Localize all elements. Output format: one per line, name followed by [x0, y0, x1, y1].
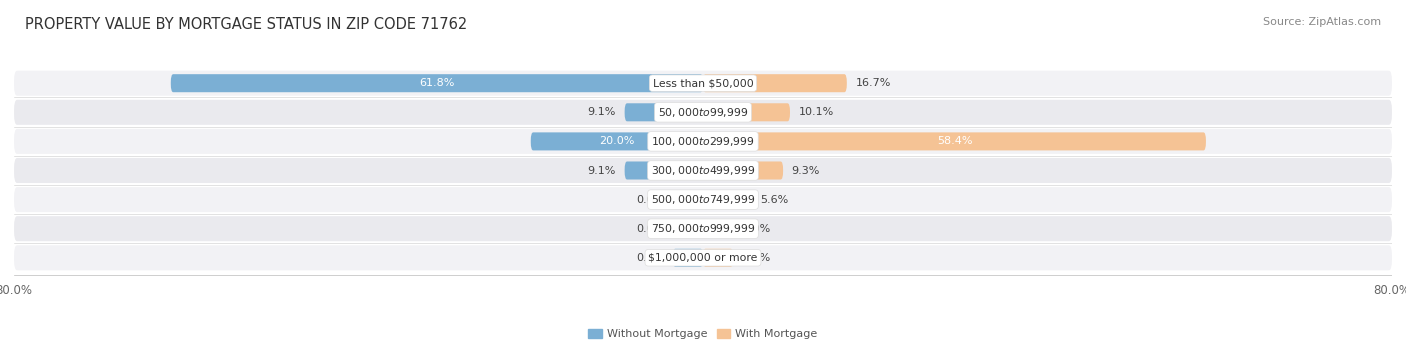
Text: 0.0%: 0.0% [742, 224, 770, 234]
FancyBboxPatch shape [14, 245, 1392, 270]
FancyBboxPatch shape [14, 187, 1392, 212]
FancyBboxPatch shape [703, 74, 846, 92]
FancyBboxPatch shape [170, 74, 703, 92]
FancyBboxPatch shape [703, 220, 733, 238]
Text: 0.0%: 0.0% [742, 253, 770, 263]
FancyBboxPatch shape [703, 191, 751, 209]
FancyBboxPatch shape [14, 100, 1392, 125]
Text: 58.4%: 58.4% [936, 136, 972, 146]
FancyBboxPatch shape [14, 216, 1392, 241]
FancyBboxPatch shape [703, 103, 790, 121]
FancyBboxPatch shape [14, 71, 1392, 96]
Text: $1,000,000 or more: $1,000,000 or more [648, 253, 758, 263]
FancyBboxPatch shape [673, 220, 703, 238]
Text: $500,000 to $749,999: $500,000 to $749,999 [651, 193, 755, 206]
FancyBboxPatch shape [673, 249, 703, 267]
Text: PROPERTY VALUE BY MORTGAGE STATUS IN ZIP CODE 71762: PROPERTY VALUE BY MORTGAGE STATUS IN ZIP… [25, 17, 468, 32]
Text: $50,000 to $99,999: $50,000 to $99,999 [658, 106, 748, 119]
Legend: Without Mortgage, With Mortgage: Without Mortgage, With Mortgage [583, 325, 823, 341]
FancyBboxPatch shape [703, 249, 733, 267]
FancyBboxPatch shape [703, 162, 783, 179]
FancyBboxPatch shape [703, 132, 1206, 150]
FancyBboxPatch shape [624, 162, 703, 179]
Text: $300,000 to $499,999: $300,000 to $499,999 [651, 164, 755, 177]
Text: 5.6%: 5.6% [759, 195, 789, 205]
Text: 0.0%: 0.0% [636, 224, 664, 234]
Text: 0.0%: 0.0% [636, 253, 664, 263]
FancyBboxPatch shape [673, 191, 703, 209]
FancyBboxPatch shape [624, 103, 703, 121]
Text: 16.7%: 16.7% [855, 78, 891, 88]
FancyBboxPatch shape [14, 158, 1392, 183]
Text: 9.3%: 9.3% [792, 165, 820, 176]
Text: 20.0%: 20.0% [599, 136, 634, 146]
Text: Source: ZipAtlas.com: Source: ZipAtlas.com [1263, 17, 1381, 27]
Text: $750,000 to $999,999: $750,000 to $999,999 [651, 222, 755, 235]
FancyBboxPatch shape [531, 132, 703, 150]
Text: $100,000 to $299,999: $100,000 to $299,999 [651, 135, 755, 148]
FancyBboxPatch shape [14, 129, 1392, 154]
Text: 61.8%: 61.8% [419, 78, 454, 88]
Text: 0.0%: 0.0% [636, 195, 664, 205]
Text: 9.1%: 9.1% [588, 165, 616, 176]
Text: Less than $50,000: Less than $50,000 [652, 78, 754, 88]
Text: 9.1%: 9.1% [588, 107, 616, 117]
Text: 10.1%: 10.1% [799, 107, 834, 117]
